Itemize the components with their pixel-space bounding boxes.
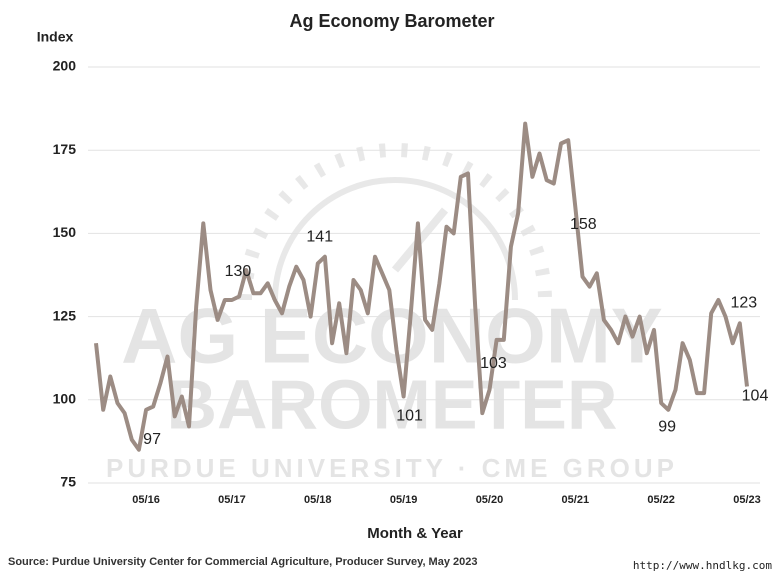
x-tick-label: 05/19 (390, 494, 418, 506)
x-tick-label: 05/22 (647, 494, 675, 506)
x-axis-label: Month & Year (367, 525, 463, 542)
data-label: 123 (730, 294, 757, 311)
gauge-inner (272, 177, 518, 301)
x-tick-label: 05/23 (733, 494, 761, 506)
watermark-text: BAROMETER (166, 365, 617, 443)
data-label: 104 (742, 388, 769, 405)
watermark-text: PURDUE UNIVERSITY · CME GROUP (106, 453, 678, 483)
data-line (94, 121, 749, 452)
data-label: 101 (396, 408, 423, 425)
x-tick-label: 05/18 (304, 494, 332, 506)
site-url: http://www.hndlkg.com (633, 559, 772, 572)
data-label: 99 (658, 418, 676, 435)
x-tick-label: 05/21 (562, 494, 590, 506)
y-tick-label: 100 (53, 391, 77, 407)
watermark: AG ECONOMY BAROMETER PURDUE UNIVERSITY ·… (106, 143, 678, 483)
data-label: 141 (306, 229, 333, 246)
y-tick-label: 125 (53, 307, 77, 323)
x-tick-label: 05/17 (218, 494, 246, 506)
data-label: 97 (143, 431, 161, 448)
y-tick-label: 200 (53, 58, 77, 74)
y-axis-label: Index (37, 29, 74, 45)
data-label: 158 (570, 216, 597, 233)
y-tick-label: 175 (53, 141, 77, 157)
gauge-arc (238, 143, 552, 301)
source-note: Source: Purdue University Center for Com… (8, 556, 478, 568)
data-label: 130 (225, 263, 252, 280)
chart-title: Ag Economy Barometer (289, 11, 494, 31)
data-label: 103 (480, 355, 507, 372)
x-tick-label: 05/20 (476, 494, 504, 506)
y-tick-label: 150 (53, 224, 77, 240)
x-tick-label: 05/16 (132, 494, 160, 506)
y-tick-label: 75 (60, 474, 76, 490)
